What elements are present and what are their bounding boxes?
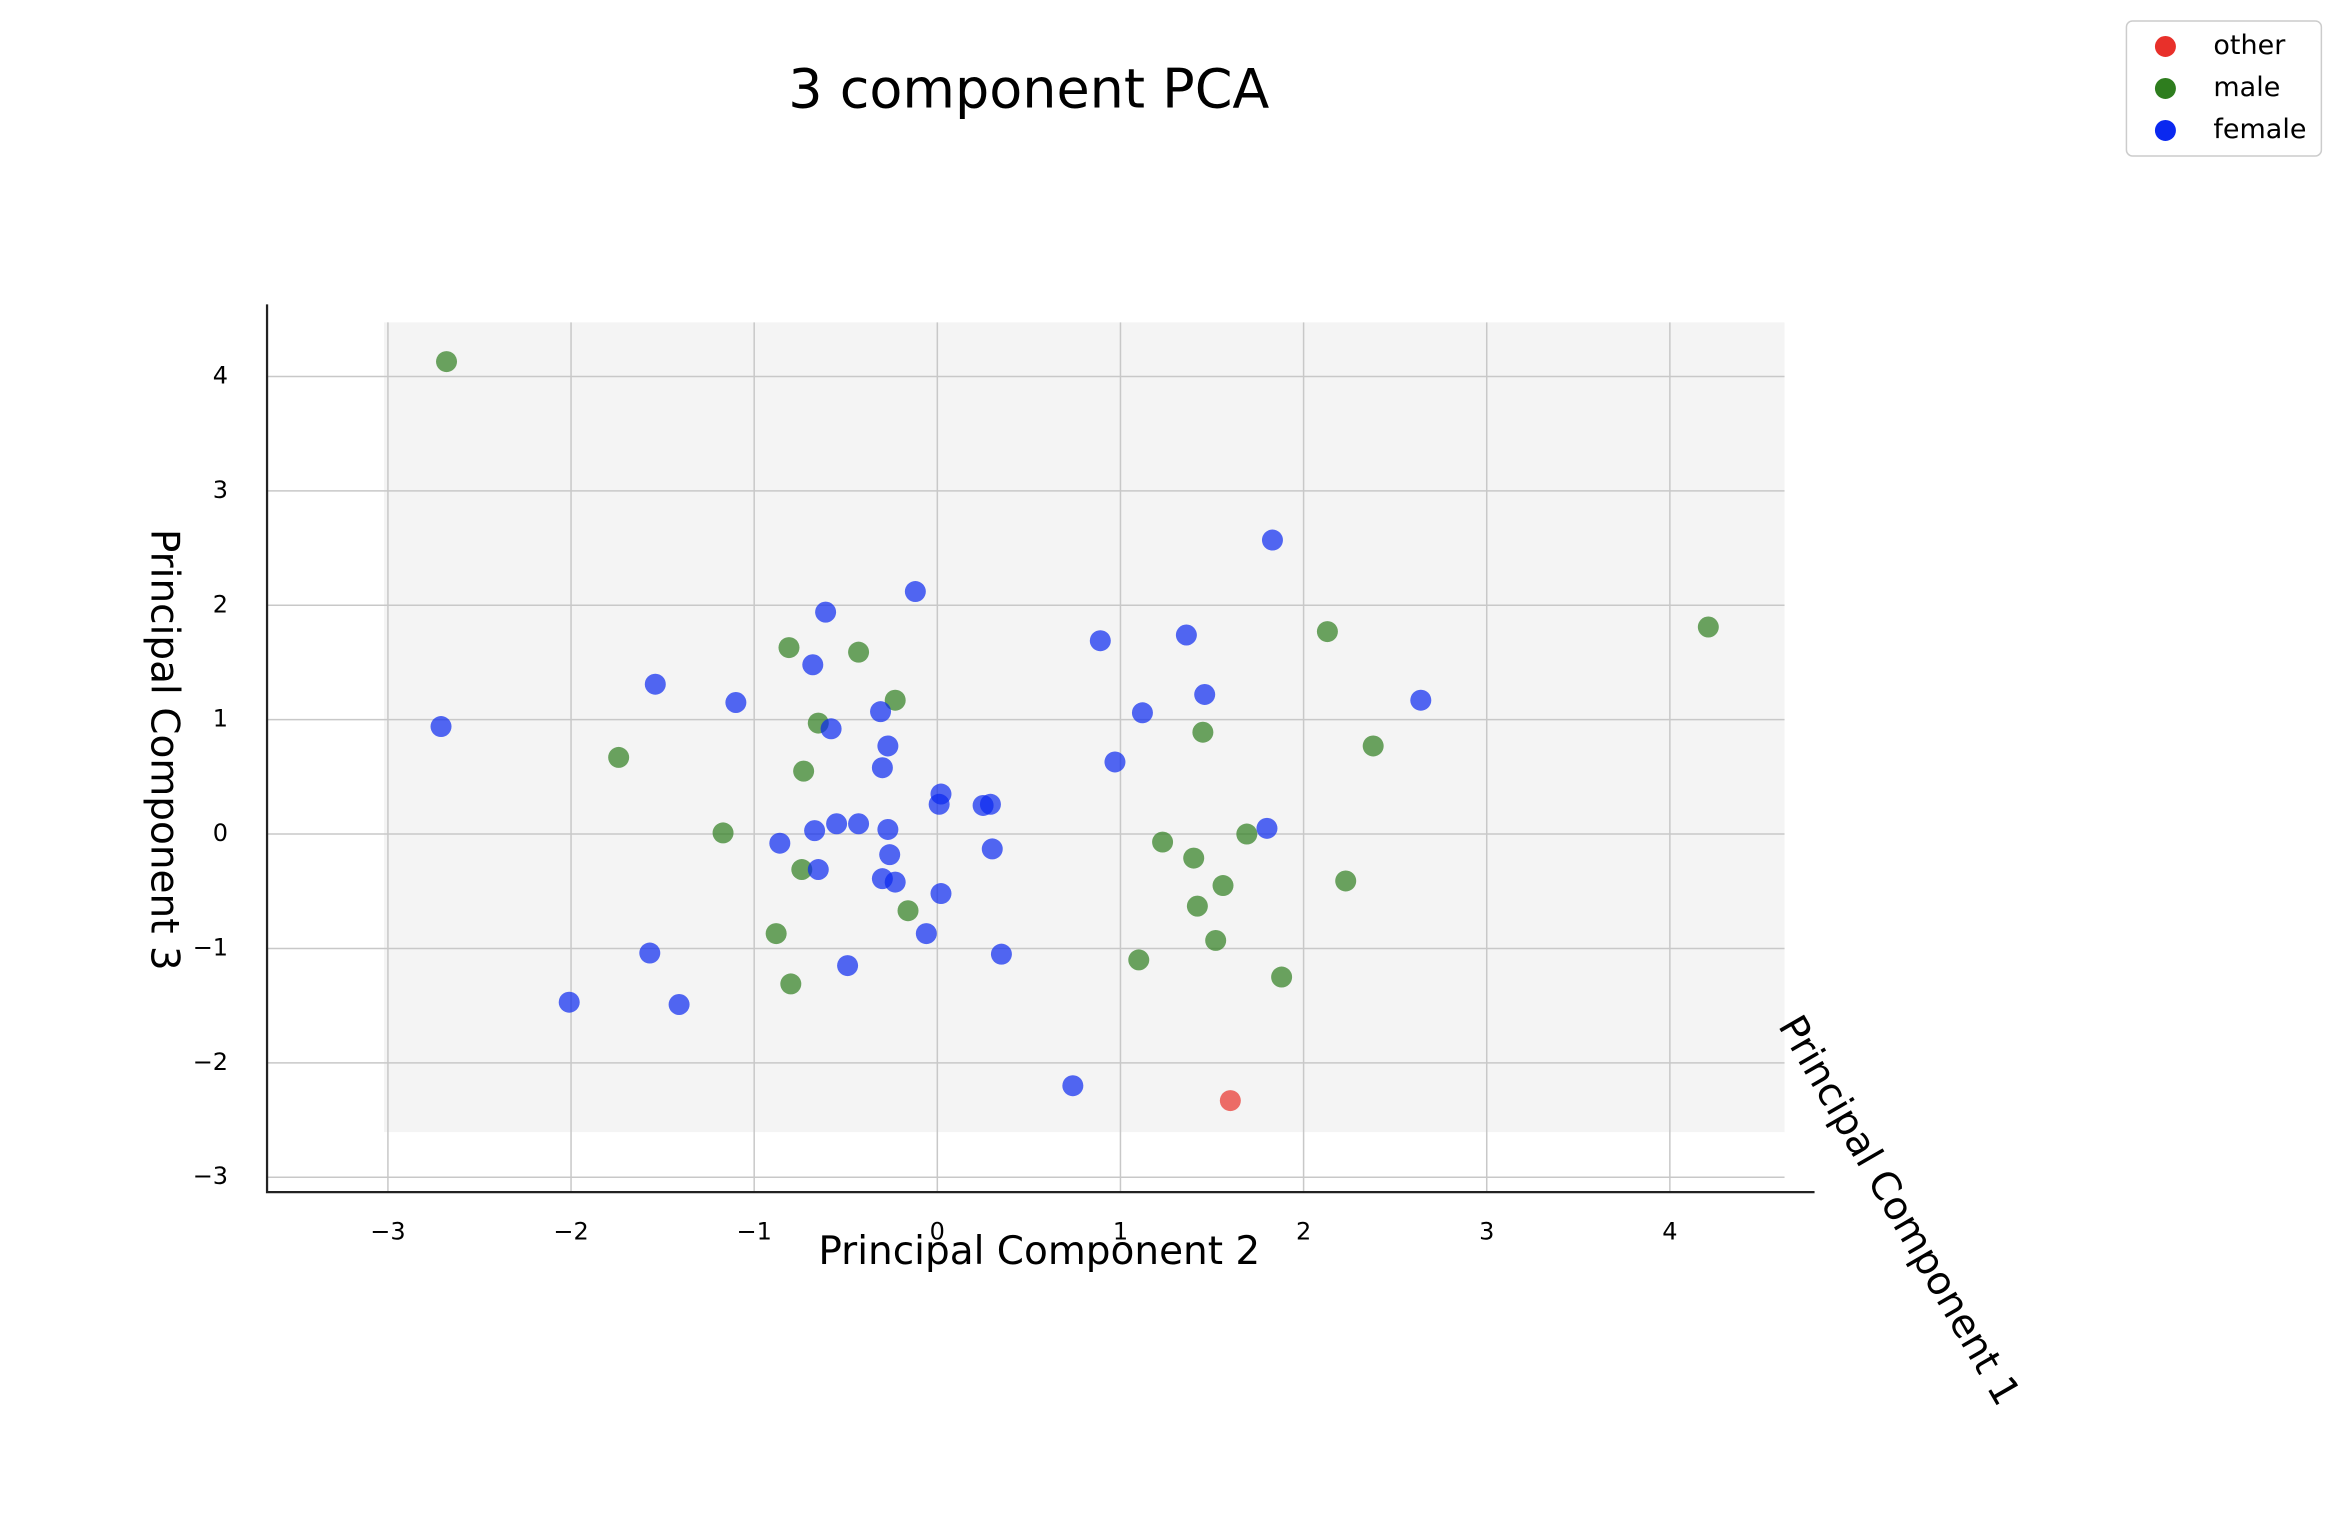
- point: [1194, 683, 1216, 705]
- point: [930, 883, 952, 905]
- point: [1152, 831, 1174, 853]
- point: [769, 832, 791, 854]
- y-tick-label: 0: [213, 819, 228, 847]
- point: [1335, 870, 1357, 892]
- point: [981, 838, 1003, 860]
- point: [639, 942, 661, 964]
- point: [879, 844, 901, 866]
- point: [1192, 721, 1214, 743]
- point: [1316, 621, 1338, 643]
- x-tick-label: 0: [930, 1218, 945, 1246]
- point: [979, 793, 1001, 815]
- x-tick-label: 2: [1296, 1218, 1311, 1246]
- x-tick-label: −3: [370, 1218, 405, 1246]
- y-tick-label: 1: [213, 705, 228, 733]
- point: [778, 637, 800, 659]
- point: [765, 923, 787, 945]
- point: [1219, 1090, 1241, 1112]
- y-axis-label: Principal Component 3: [142, 529, 187, 971]
- point: [1362, 735, 1384, 757]
- point: [848, 641, 870, 663]
- y-tick-label: −3: [193, 1162, 228, 1190]
- point: [1062, 1075, 1084, 1097]
- point: [884, 689, 906, 711]
- point: [1205, 929, 1227, 951]
- point: [644, 673, 666, 695]
- back-pane: [384, 322, 1785, 1133]
- point: [837, 955, 859, 977]
- point: [725, 692, 747, 713]
- point: [608, 746, 630, 768]
- point: [791, 859, 813, 881]
- point: [820, 718, 842, 740]
- point: [897, 900, 919, 922]
- point: [1128, 949, 1150, 971]
- point: [848, 813, 870, 835]
- point: [1183, 847, 1205, 869]
- point: [871, 757, 893, 779]
- point: [1104, 751, 1126, 773]
- z-axis-label: Principal Component 1: [1769, 1008, 2029, 1413]
- point: [1212, 875, 1234, 897]
- y-tick-label: −2: [193, 1048, 228, 1076]
- legend-marker: [2154, 35, 2176, 57]
- point: [807, 859, 829, 881]
- point: [904, 581, 926, 603]
- point: [1261, 529, 1283, 551]
- point: [668, 994, 690, 1015]
- grid: [267, 322, 1785, 1193]
- legend-box: [2125, 20, 2323, 157]
- point: [436, 351, 458, 373]
- legend: other male female: [2125, 20, 2323, 157]
- point: [1410, 689, 1432, 711]
- y-tick-label: 4: [213, 361, 228, 389]
- point: [877, 818, 899, 840]
- x-tick-label: −1: [737, 1218, 772, 1246]
- axis-frame: [265, 304, 1815, 1194]
- point: [877, 735, 899, 757]
- point: [884, 871, 906, 893]
- legend-label: other: [2213, 30, 2286, 61]
- point: [780, 973, 802, 995]
- point: [1131, 702, 1153, 724]
- y-tick-label: −1: [193, 933, 228, 961]
- x-tick-label: −2: [553, 1218, 588, 1246]
- point: [1697, 616, 1719, 638]
- point: [1175, 624, 1197, 646]
- point: [1089, 630, 1111, 652]
- legend-marker: [2154, 119, 2176, 141]
- x-axis-label: Principal Component 2: [818, 1229, 1260, 1274]
- point: [915, 923, 937, 945]
- x-tick-label: 3: [1479, 1218, 1494, 1246]
- point: [804, 820, 826, 842]
- point: [815, 601, 837, 623]
- point: [712, 822, 734, 844]
- point: [826, 813, 848, 835]
- point: [793, 760, 815, 782]
- y-tick-label: 2: [213, 590, 228, 618]
- point: [870, 701, 892, 723]
- y-tick-label: 3: [213, 476, 228, 504]
- x-tick-label: 1: [1113, 1218, 1128, 1246]
- legend-marker: [2154, 77, 2176, 99]
- point: [1236, 823, 1258, 845]
- point: [558, 991, 580, 1013]
- point: [1271, 966, 1293, 988]
- point: [430, 716, 452, 738]
- chart-title: 3 component PCA: [788, 58, 1269, 121]
- point: [802, 654, 824, 676]
- legend-label: male: [2213, 72, 2280, 103]
- point: [990, 943, 1012, 965]
- legend-label: female: [2213, 114, 2306, 145]
- point: [1256, 817, 1278, 839]
- points: [430, 351, 1719, 1112]
- x-tick-label: 4: [1662, 1218, 1677, 1246]
- point: [1186, 895, 1208, 917]
- point: [928, 793, 950, 815]
